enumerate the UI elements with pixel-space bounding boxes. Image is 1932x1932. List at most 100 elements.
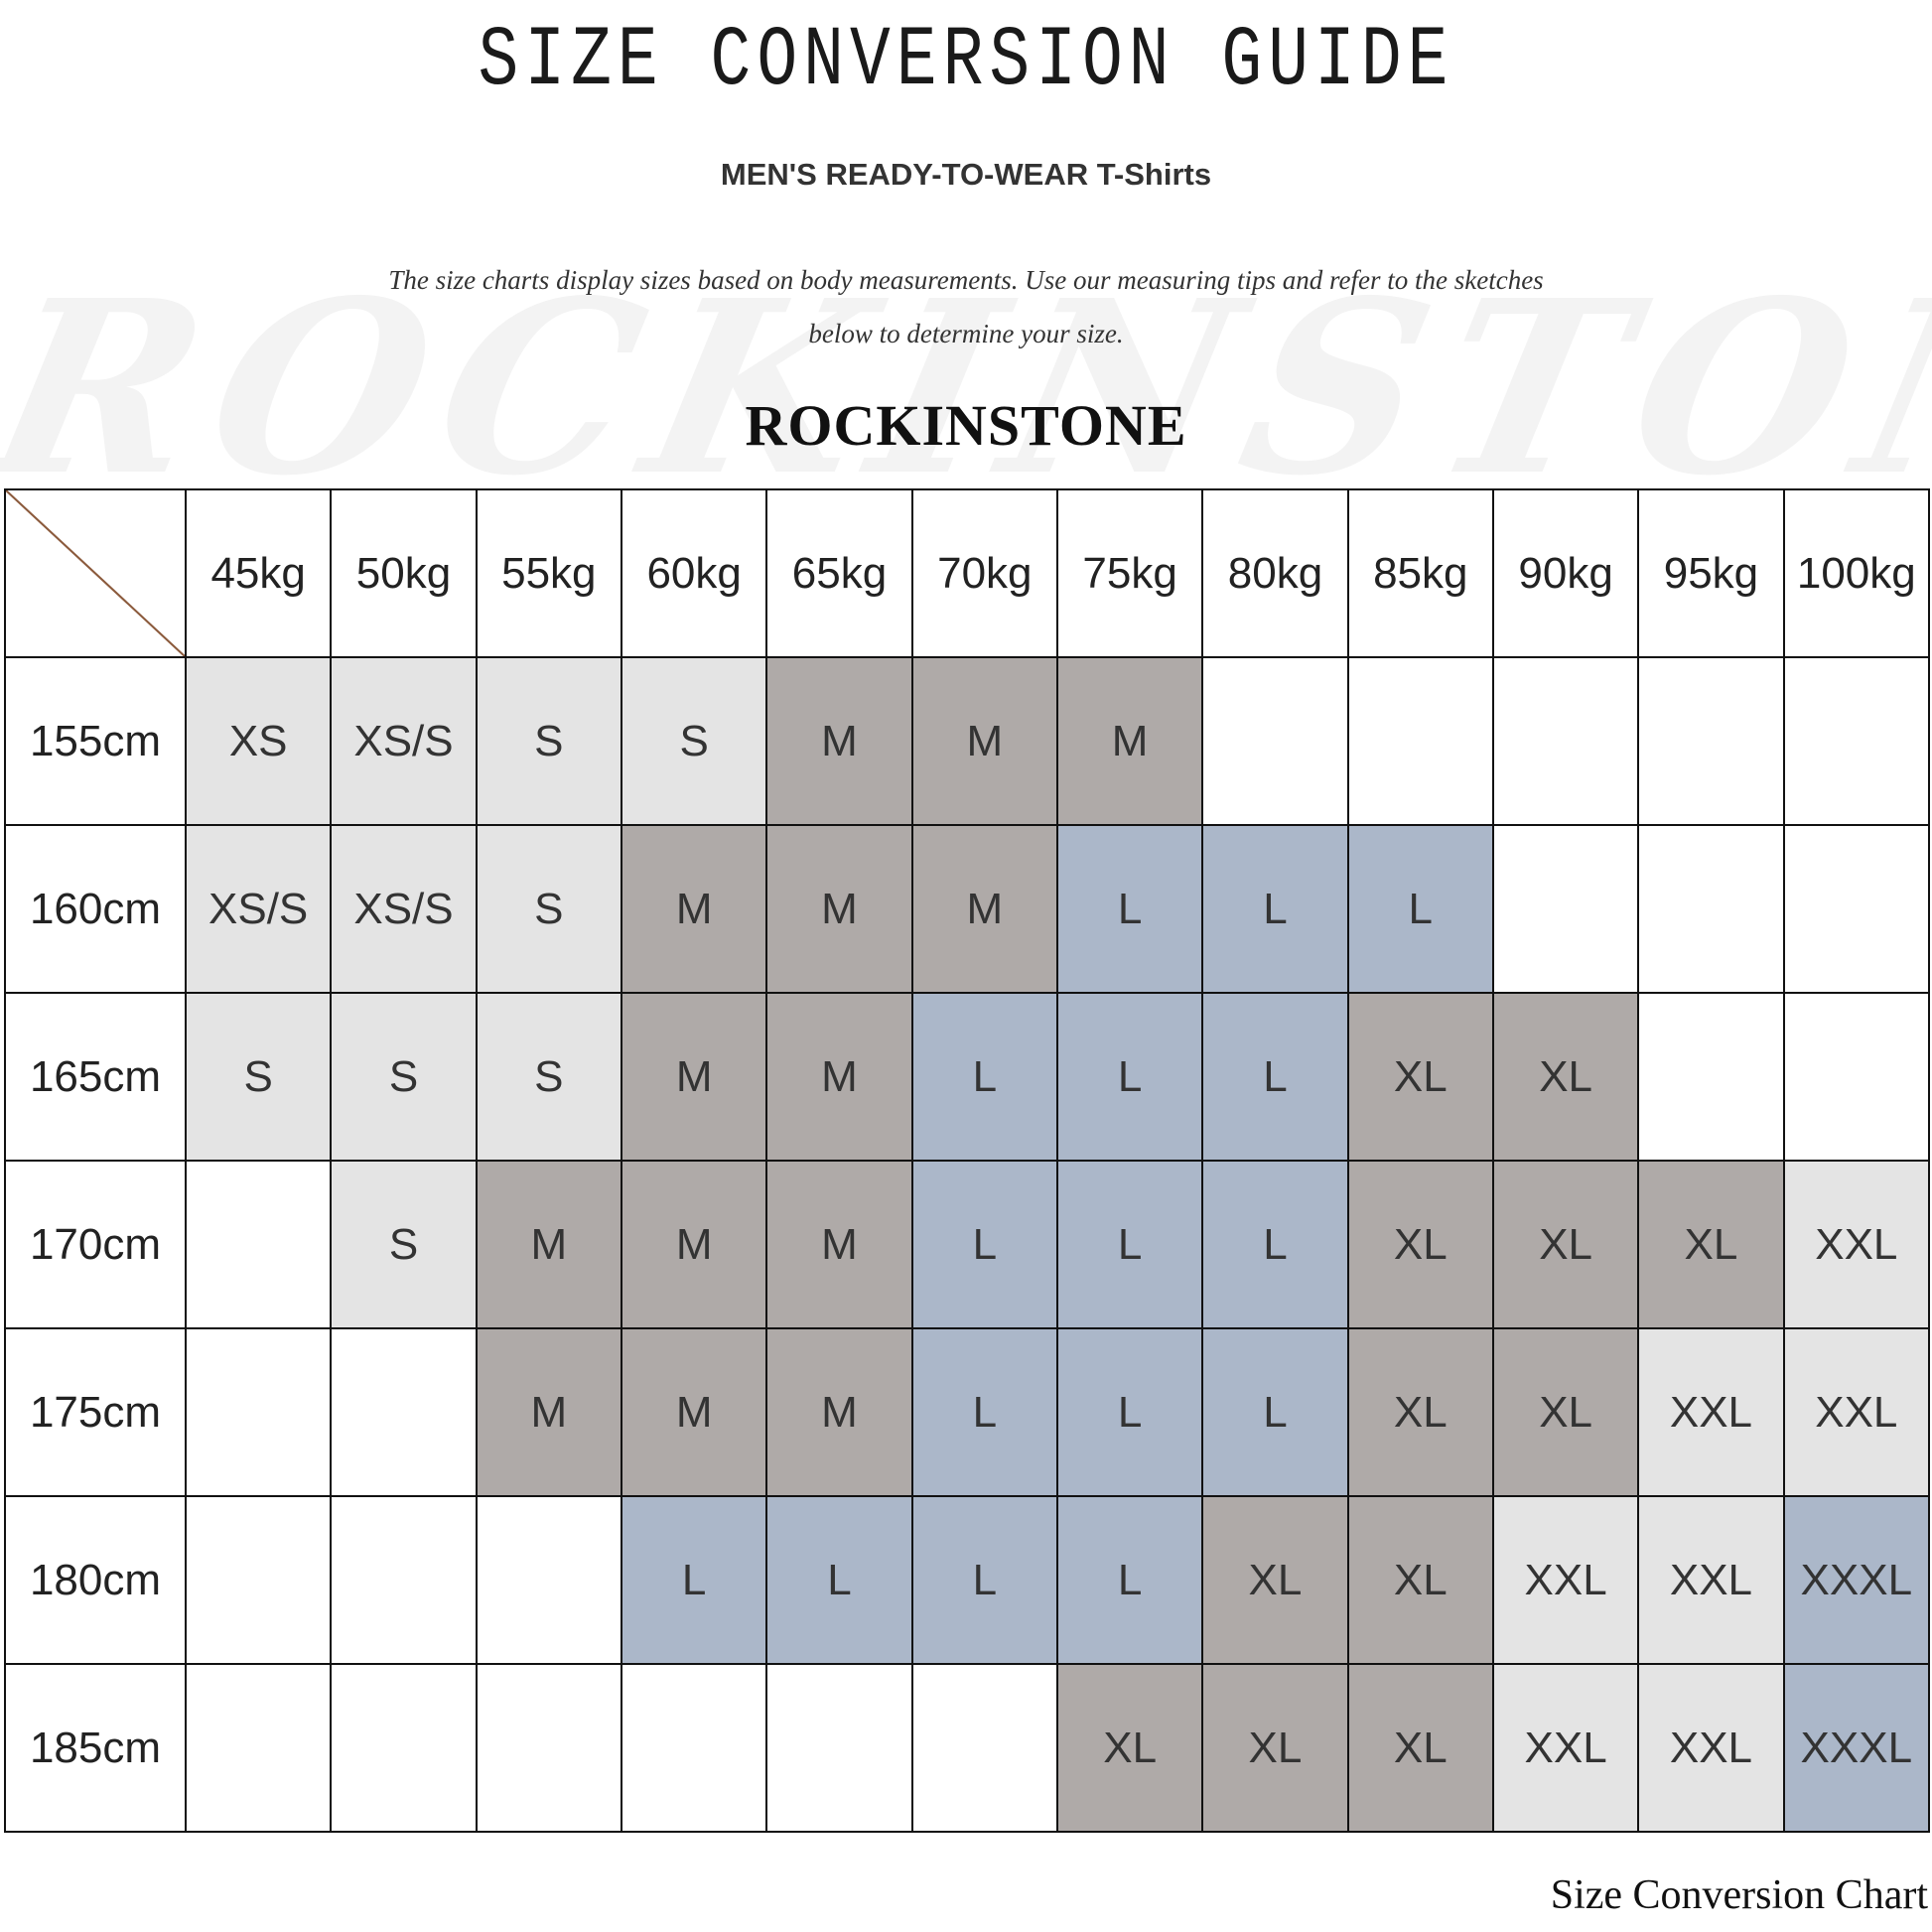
table-row: 165cm S S S M M L L L XL XL (4, 992, 1931, 1162)
header-row: 45kg 50kg 55kg 60kg 65kg 70kg 75kg 80kg 85kg 90kg… (4, 488, 1931, 658)
row-header: 180cm (4, 1495, 187, 1665)
table-row: 170cm S M M M L L L XL XL XL XXL (4, 1160, 1931, 1329)
size-cell: XL (1491, 992, 1640, 1162)
size-cell (1346, 656, 1494, 826)
size-cell (1782, 992, 1931, 1162)
size-cell: M (620, 992, 768, 1162)
row-header: 175cm (4, 1327, 187, 1497)
size-cell (330, 1663, 478, 1833)
size-cell: XS/S (330, 656, 478, 826)
table-row: 185cm XL XL XL XXL XXL XXXL (4, 1663, 1931, 1833)
size-cell: XL (1491, 1327, 1640, 1497)
size-cell: M (620, 1160, 768, 1329)
size-cell (910, 1663, 1058, 1833)
table-row: 180cm L L L L XL XL XXL XXL XXXL (4, 1495, 1931, 1665)
column-header: 80kg (1201, 488, 1349, 658)
size-cell: L (1055, 1495, 1204, 1665)
size-cell: L (910, 1160, 1058, 1329)
size-cell: M (765, 656, 913, 826)
size-cell: M (765, 824, 913, 994)
size-cell (1637, 824, 1785, 994)
size-cell (1491, 656, 1640, 826)
size-cell: M (620, 1327, 768, 1497)
size-cell (765, 1663, 913, 1833)
row-header: 170cm (4, 1160, 187, 1329)
size-cell: L (765, 1495, 913, 1665)
size-table: 45kg 50kg 55kg 60kg 65kg 70kg 75kg 80kg 85kg 90kg… (4, 488, 1931, 1833)
size-cell: M (765, 992, 913, 1162)
size-cell: L (1055, 1160, 1204, 1329)
size-cell: S (475, 992, 622, 1162)
size-cell: XL (1346, 1160, 1494, 1329)
size-cell: M (765, 1327, 913, 1497)
size-cell: L (620, 1495, 768, 1665)
size-cell: S (475, 824, 622, 994)
column-header: 45kg (184, 488, 333, 658)
size-cell: XL (1346, 1327, 1494, 1497)
size-cell: M (910, 824, 1058, 994)
column-header: 60kg (620, 488, 768, 658)
size-cell: XS (184, 656, 333, 826)
column-header: 95kg (1637, 488, 1785, 658)
size-cell: L (1055, 824, 1204, 994)
size-cell (620, 1663, 768, 1833)
size-cell: L (1055, 992, 1204, 1162)
column-header: 100kg (1782, 488, 1931, 658)
size-cell: XS/S (330, 824, 478, 994)
size-cell: M (910, 656, 1058, 826)
size-cell: M (475, 1160, 622, 1329)
size-cell: XXL (1782, 1160, 1931, 1329)
size-cell: L (1201, 1327, 1349, 1497)
intro-line-2: below to determine your size. (808, 319, 1124, 348)
size-cell: XL (1346, 1663, 1494, 1833)
size-cell: XXL (1491, 1495, 1640, 1665)
size-cell: L (1055, 1327, 1204, 1497)
table-row: 155cm XS XS/S S S M M M (4, 656, 1931, 826)
size-cell: XL (1346, 1495, 1494, 1665)
row-header: 155cm (4, 656, 187, 826)
size-cell: L (910, 1327, 1058, 1497)
size-cell (1637, 992, 1785, 1162)
size-cell: XL (1201, 1663, 1349, 1833)
size-cell (1201, 656, 1349, 826)
table-row: 160cm XS/S XS/S S M M M L L L (4, 824, 1931, 994)
size-cell (184, 1663, 333, 1833)
size-cell: S (620, 656, 768, 826)
intro-text: The size charts display sizes based on b… (298, 253, 1634, 360)
size-cell (330, 1495, 478, 1665)
column-header: 50kg (330, 488, 478, 658)
intro-line-1: The size charts display sizes based on b… (388, 265, 1544, 295)
column-header: 55kg (475, 488, 622, 658)
size-cell: M (765, 1160, 913, 1329)
column-header: 85kg (1346, 488, 1494, 658)
row-header: 185cm (4, 1663, 187, 1833)
column-header: 70kg (910, 488, 1058, 658)
size-cell (1637, 656, 1785, 826)
size-cell: XXL (1782, 1327, 1931, 1497)
row-header: 165cm (4, 992, 187, 1162)
footer-caption: Size Conversion Chart (1550, 1872, 1928, 1918)
size-cell (184, 1160, 333, 1329)
size-cell: M (620, 824, 768, 994)
page-subtitle: MEN'S READY-TO-WEAR T-Shirts (720, 157, 1212, 192)
size-cell: XS/S (184, 824, 333, 994)
corner-cell (4, 488, 187, 658)
size-cell: L (910, 992, 1058, 1162)
size-cell (475, 1495, 622, 1665)
row-header: 160cm (4, 824, 187, 994)
size-cell (1782, 824, 1931, 994)
size-cell: L (1201, 992, 1349, 1162)
size-cell: XXL (1491, 1663, 1640, 1833)
column-header: 75kg (1055, 488, 1204, 658)
brand-name: ROCKINSTONE (745, 393, 1187, 458)
size-cell: XXXL (1782, 1495, 1931, 1665)
size-cell: XXL (1637, 1663, 1785, 1833)
size-cell: XXL (1637, 1495, 1785, 1665)
size-cell (475, 1663, 622, 1833)
size-cell: S (330, 992, 478, 1162)
size-cell: XL (1637, 1160, 1785, 1329)
size-cell: L (1346, 824, 1494, 994)
size-cell: S (330, 1160, 478, 1329)
size-cell: L (1201, 824, 1349, 994)
page-title: SIZE CONVERSION GUIDE (478, 14, 1454, 110)
